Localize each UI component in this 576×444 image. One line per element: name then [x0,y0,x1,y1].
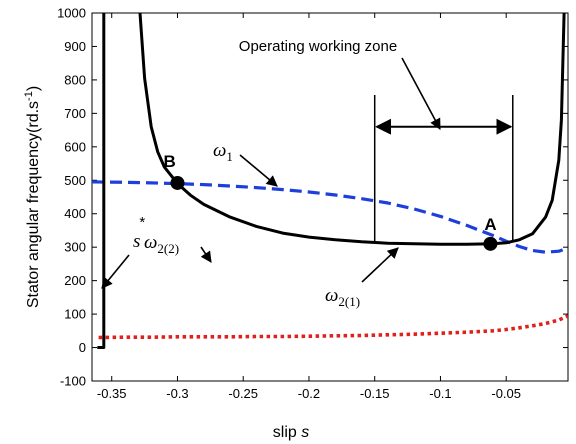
zone-label: Operating working zone [239,38,397,55]
y-tick-label: 400 [64,206,86,221]
y-tick-label: 1000 [57,6,86,21]
y-tick-label: 600 [64,139,86,154]
sstar-label: s* [133,214,145,252]
x-tick-label: -0.15 [360,386,390,401]
zone-label-arrow [401,57,441,130]
y-tick-label: -100 [60,374,86,389]
omega21-label-arrow [361,247,399,283]
omega22-label: ω2(2) [144,232,179,256]
y-tick-label: 100 [64,307,86,322]
omega1-label-arrow [239,154,278,187]
y-axis-label: Stator angular frequency(rd.s-1) [23,86,42,308]
omega22-label-arrow [200,246,212,263]
y-tick-label: 0 [79,340,86,355]
x-tick-label: -0.3 [166,386,188,401]
series-omega22 [98,314,568,340]
omega1-label: ω1 [213,140,233,164]
omega21-label: ω2(1) [325,285,360,309]
series-omega21 [138,13,566,246]
point-B [170,175,185,190]
y-tick-label: 300 [64,240,86,255]
point-label-A: A [484,215,496,234]
y-tick-label: 200 [64,273,86,288]
x-tick-label: -0.25 [228,386,258,401]
x-tick-label: -0.2 [298,386,320,401]
sstar-label-arrow [101,254,130,289]
y-tick-label: 700 [64,106,86,121]
x-tick-label: -0.35 [97,386,127,401]
y-tick-label: 900 [64,39,86,54]
point-label-B: B [163,152,175,171]
x-tick-label: -0.05 [491,386,521,401]
series-sstar_line [97,13,106,349]
point-A [483,236,498,251]
series-omega1 [92,180,568,254]
y-tick-label: 500 [64,173,86,188]
x-tick-label: -0.1 [429,386,451,401]
plot-frame [91,12,569,382]
y-tick-label: 800 [64,72,86,87]
x-axis-label: slip s [273,424,309,441]
